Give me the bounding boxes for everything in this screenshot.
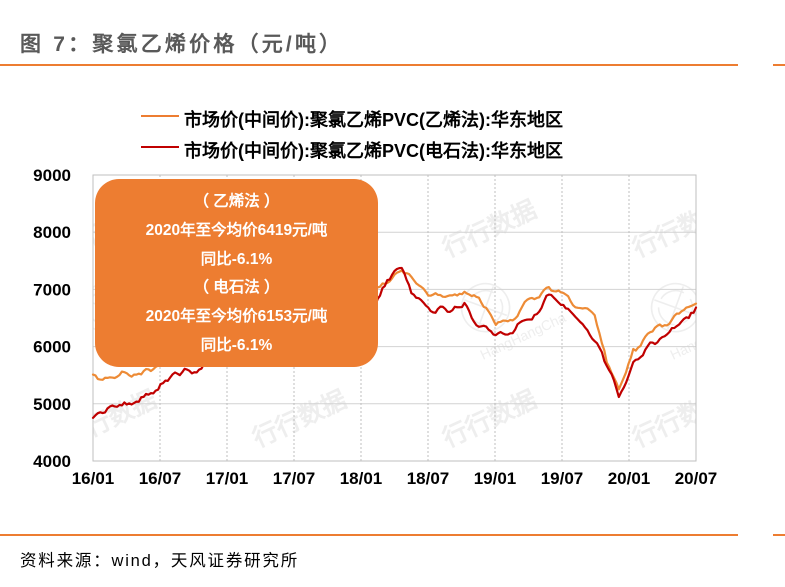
- svg-text:17/01: 17/01: [206, 469, 249, 488]
- svg-text:6000: 6000: [33, 338, 71, 357]
- svg-text:19/07: 19/07: [541, 469, 584, 488]
- svg-text:18/07: 18/07: [407, 469, 450, 488]
- svg-text:20/01: 20/01: [608, 469, 651, 488]
- svg-text:16/01: 16/01: [72, 469, 115, 488]
- svg-text:7000: 7000: [33, 280, 71, 299]
- svg-text:4000: 4000: [33, 452, 71, 471]
- svg-text:9000: 9000: [33, 166, 71, 185]
- svg-text:19/01: 19/01: [474, 469, 517, 488]
- svg-text:8000: 8000: [33, 223, 71, 242]
- svg-text:18/01: 18/01: [340, 469, 383, 488]
- svg-text:17/07: 17/07: [273, 469, 316, 488]
- svg-text:5000: 5000: [33, 395, 71, 414]
- svg-text:16/07: 16/07: [139, 469, 182, 488]
- svg-text:20/07: 20/07: [675, 469, 718, 488]
